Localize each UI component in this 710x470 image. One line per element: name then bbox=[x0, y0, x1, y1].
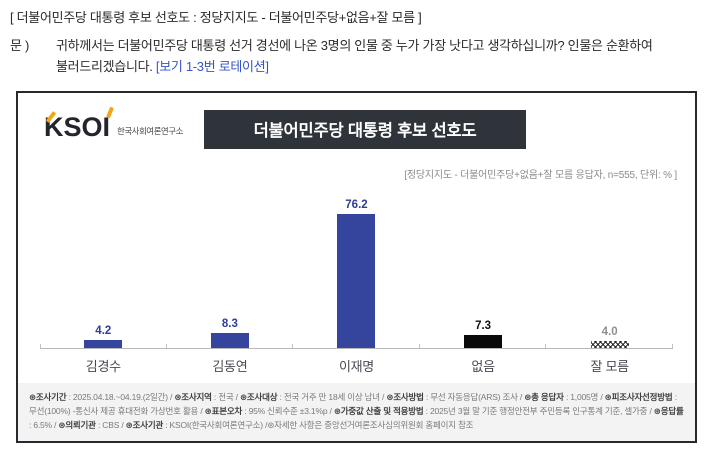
footnote-value: : 2025.04.18.~04.19.(2일간) / bbox=[66, 391, 175, 402]
survey-footnote: ⊛조사기간 : 2025.04.18.~04.19.(2일간) / ⊛조사지역 … bbox=[18, 382, 695, 441]
bar-chart: 4.2 8.3 76.2 7.3 4.0 bbox=[40, 181, 673, 349]
footnote-key: ⊛조사기간 bbox=[29, 391, 67, 402]
category-label: 없음 bbox=[471, 359, 495, 375]
bar bbox=[84, 340, 123, 348]
bar-value-label: 7.3 bbox=[475, 319, 492, 332]
category-label: 잘 모름 bbox=[590, 359, 630, 375]
footnote-key: ⊛피조사자선정방법 bbox=[604, 391, 673, 402]
sample-annotation: [정당지지도 - 더불어민주당+없음+잘 모름 응답자, n=555, 단위: … bbox=[404, 169, 677, 181]
ksoi-logo-wordmark: KSOI bbox=[44, 106, 114, 142]
footnote-value: : 6.5% / bbox=[29, 419, 59, 430]
category-label: 김경수 bbox=[85, 359, 121, 375]
footnote-key: ⊛의뢰기관 bbox=[58, 419, 96, 430]
bar-value-label: 4.0 bbox=[601, 325, 618, 338]
logo-accent-icon bbox=[106, 106, 114, 118]
footnote-value: : 전국 거주 만 18세 이상 남녀 / bbox=[277, 391, 387, 402]
ksoi-org-name: 한국사회여론연구소 bbox=[117, 125, 183, 136]
footnote-value: : 2025년 3월 말 기준 행정안전부 주민등록 인구통계 기준, 셀가중 … bbox=[423, 405, 654, 416]
bar bbox=[210, 333, 249, 348]
category-axis: 김경수 김동연 이재명 없음 잘 모름 bbox=[40, 349, 673, 383]
question-rotation-note: [보기 1-3번 로테이션] bbox=[155, 58, 269, 74]
bar bbox=[337, 214, 376, 348]
footnote-key: ⊛총 응답자 bbox=[524, 391, 564, 402]
bar-group-none: 7.3 bbox=[420, 320, 547, 348]
question-text-body: 귀하께서는 더불어민주당 대통령 선거 경선에 나온 3명의 인물 중 누가 가… bbox=[56, 38, 653, 74]
bar bbox=[464, 334, 503, 348]
bar-value-label: 4.2 bbox=[95, 325, 112, 338]
footnote-key: ⊛가중값 산출 및 적용방법 bbox=[333, 405, 424, 416]
ksoi-logo: KSOI 한국사회여론연구소 bbox=[44, 106, 183, 142]
footnote-key: ⊛조사기관 bbox=[125, 419, 164, 430]
footnote-key: ⊛조사지역 bbox=[174, 391, 212, 402]
footnote-value: : CBS / bbox=[95, 419, 126, 430]
bar-value-label: 8.3 bbox=[221, 318, 238, 331]
footnote-key: ⊛조사방법 bbox=[386, 391, 424, 402]
category-label: 이재명 bbox=[338, 359, 374, 375]
bar-group-kim-dong-yeon: 8.3 bbox=[167, 318, 294, 348]
footnote-key: ⊛조사대상 bbox=[239, 391, 278, 402]
ksoi-logo-text: KSOI bbox=[44, 111, 111, 142]
survey-question: 문 ) 귀하께서는 더불어민주당 대통령 선거 경선에 나온 3명의 인물 중 … bbox=[10, 36, 700, 78]
footnote-value: : 무선 자동응답(ARS) 조사 / bbox=[423, 391, 525, 402]
question-text: 귀하께서는 더불어민주당 대통령 선거 경선에 나온 3명의 인물 중 누가 가… bbox=[56, 36, 688, 78]
question-label: 문 ) bbox=[10, 38, 30, 53]
bar bbox=[590, 340, 629, 348]
panel-header: KSOI 한국사회여론연구소 더불어민주당 대통령 후보 선호도 bbox=[18, 106, 695, 164]
footnote-value: ⊛자세한 사항은 중앙선거여론조사심의위원회 홈페이지 참조 bbox=[267, 419, 474, 430]
footnote-value: : 무선(100%) -통신사 제공 휴대전화 가상번호 활용 / bbox=[29, 391, 677, 416]
footnote-value: : KSOI(한국사회여론연구소) / bbox=[163, 419, 268, 430]
page-header: [ 더불어민주당 대통령 후보 선호도 : 정당지지도 - 더불어민주당+없음+… bbox=[0, 0, 710, 78]
bar-value-label: 76.2 bbox=[345, 199, 368, 212]
bar-group-lee-jae-myung: 76.2 bbox=[293, 199, 420, 348]
footnote-key: ⊛표본오차 bbox=[204, 405, 243, 416]
bar-group-dont-know: 4.0 bbox=[546, 326, 673, 348]
bar-group-kim-kyoung-soo: 4.2 bbox=[40, 325, 167, 348]
footnote-key: ⊛응답률 bbox=[653, 405, 684, 416]
category-label: 김동연 bbox=[212, 359, 248, 375]
chart-panel: KSOI 한국사회여론연구소 더불어민주당 대통령 후보 선호도 [정당지지도 … bbox=[16, 90, 697, 443]
footnote-value: : 1,005명 / bbox=[563, 391, 605, 402]
report-bracket-title: [ 더불어민주당 대통령 후보 선호도 : 정당지지도 - 더불어민주당+없음+… bbox=[10, 10, 422, 25]
footnote-value: : 전국 / bbox=[211, 391, 240, 402]
chart-title: 더불어민주당 대통령 후보 선호도 bbox=[204, 109, 526, 149]
footnote-value: : 95% 신뢰수준 ±3.1%p / bbox=[242, 405, 334, 416]
